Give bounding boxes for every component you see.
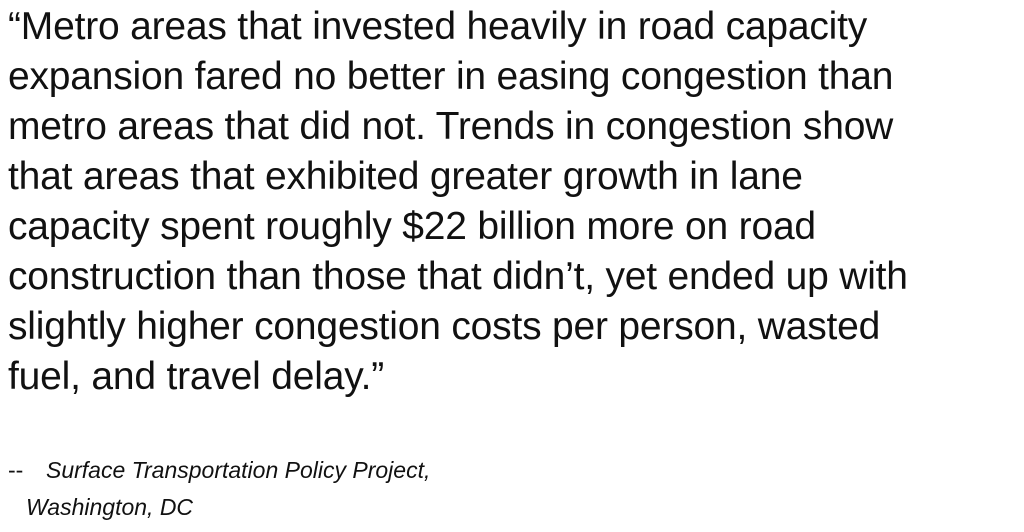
quote-line: that areas that exhibited greater growth… — [8, 155, 803, 198]
quote-line: expansion fared no better in easing cong… — [8, 55, 894, 98]
quote-line: fuel, and travel delay.” — [8, 355, 385, 398]
attribution-dash: -- — [8, 457, 24, 483]
quote-line: slightly higher congestion costs per per… — [8, 305, 881, 348]
attribution-line: Washington, DC — [26, 494, 194, 520]
quote-line: construction than those that didn’t, yet… — [8, 255, 908, 298]
attribution-line: Surface Transportation Policy Project, — [46, 457, 431, 483]
quote-line: metro areas that did not. Trends in cong… — [8, 105, 894, 148]
quote-line: “Metro areas that invested heavily in ro… — [8, 5, 868, 48]
quote-line: capacity spent roughly $22 billion more … — [8, 205, 816, 248]
